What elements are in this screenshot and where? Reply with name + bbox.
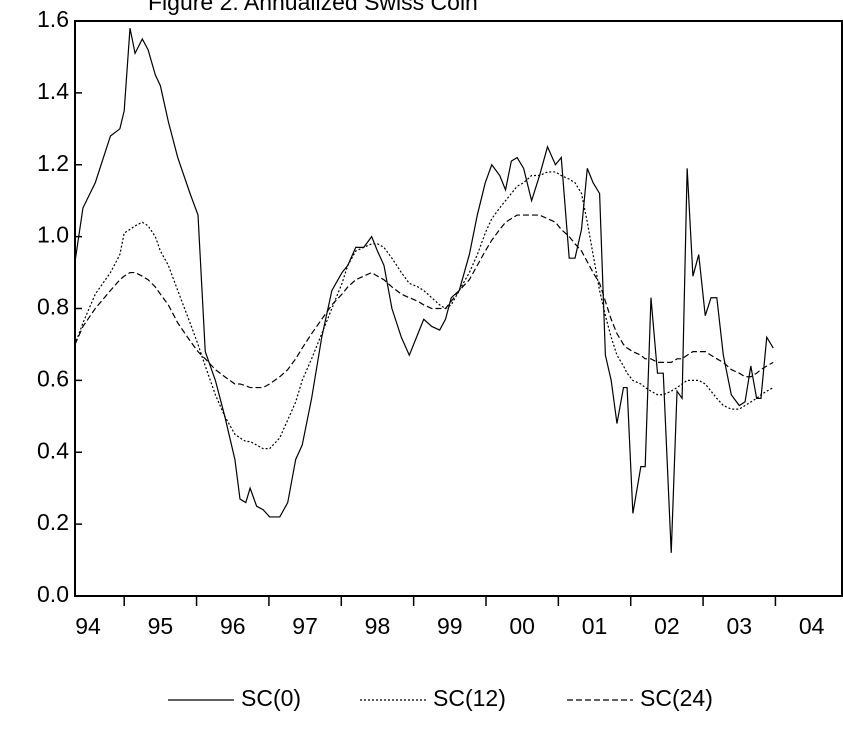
plot-frame bbox=[74, 20, 843, 597]
legend-label: SC(24) bbox=[640, 685, 713, 711]
x-tick-label: 04 bbox=[799, 613, 825, 639]
y-tick-label: 0.6 bbox=[37, 365, 69, 391]
legend-label: SC(0) bbox=[241, 685, 301, 711]
x-tick-label: 00 bbox=[509, 613, 535, 639]
y-tick-label: 0.0 bbox=[37, 581, 69, 607]
chart-title: Figure 2: Annualized Swiss Coin bbox=[148, 0, 478, 15]
data-line bbox=[74, 171, 774, 450]
data-line bbox=[74, 214, 774, 389]
y-tick-label: 1.2 bbox=[37, 150, 69, 176]
y-tick-label: 1.6 bbox=[37, 6, 69, 32]
y-tick-label: 0.2 bbox=[37, 509, 69, 535]
x-tick-label: 02 bbox=[654, 613, 680, 639]
x-tick-label: 94 bbox=[75, 613, 101, 639]
x-tick-label: 03 bbox=[726, 613, 752, 639]
x-tick-label: 96 bbox=[220, 613, 246, 639]
y-tick-label: 1.0 bbox=[37, 222, 69, 248]
x-tick-label: 95 bbox=[148, 613, 174, 639]
x-tick-label: 97 bbox=[292, 613, 318, 639]
y-tick-label: 0.4 bbox=[37, 437, 69, 463]
x-tick-label: 01 bbox=[582, 613, 608, 639]
y-tick-label: 1.4 bbox=[37, 78, 69, 104]
y-tick-label: 0.8 bbox=[37, 294, 69, 320]
legend-label: SC(12) bbox=[433, 685, 506, 711]
x-tick-label: 98 bbox=[365, 613, 391, 639]
x-tick-label: 99 bbox=[437, 613, 463, 639]
